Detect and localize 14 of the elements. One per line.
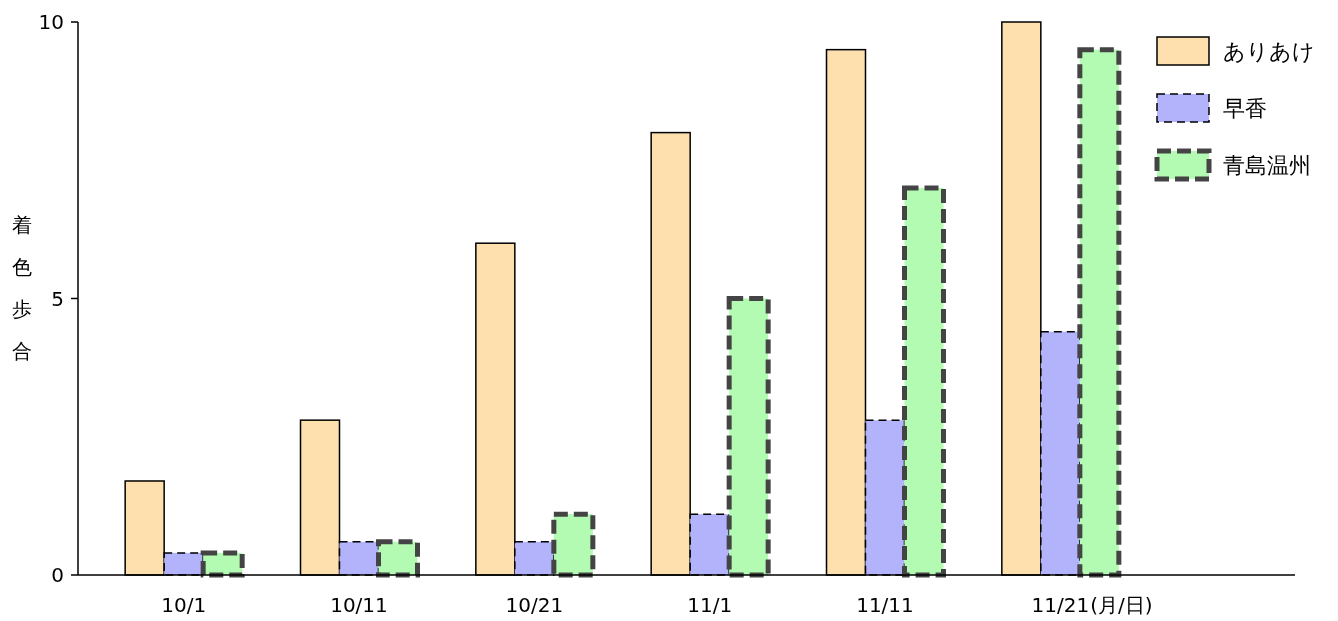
legend-label: ありあけ (1223, 39, 1315, 64)
x-tick-label: 11/1 (687, 593, 733, 617)
y-tick-label: 5 (51, 286, 64, 311)
y-tick-label: 10 (38, 10, 64, 34)
x-axis-title: (月/日) (1090, 593, 1153, 617)
legend-label: 早香 (1223, 96, 1267, 121)
x-tick-label: 10/1 (161, 593, 207, 617)
x-tick-label: 10/11 (330, 593, 388, 617)
y-tick-label: 0 (51, 563, 64, 587)
x-tick-label: 10/21 (505, 593, 564, 617)
x-tick-label: 11/21 (1031, 593, 1090, 617)
legend-label: 青島温州 (1223, 153, 1311, 178)
x-tick-label: 11/11 (856, 593, 914, 617)
y-axis-title: 着色歩合 (12, 213, 32, 363)
